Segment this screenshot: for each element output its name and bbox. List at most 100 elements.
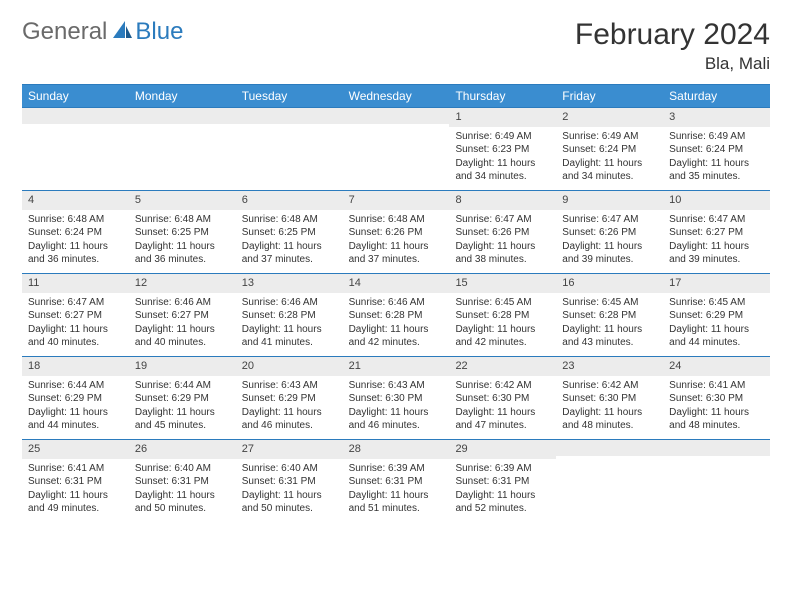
day-line: and 42 minutes. [455,336,550,350]
day-line: Daylight: 11 hours [135,489,230,503]
calendar-day: 29Sunrise: 6:39 AMSunset: 6:31 PMDayligh… [449,440,556,522]
day-line: Sunrise: 6:45 AM [455,296,550,310]
day-line: Sunset: 6:25 PM [242,226,337,240]
day-line: and 42 minutes. [349,336,444,350]
calendar-body: 1Sunrise: 6:49 AMSunset: 6:23 PMDaylight… [22,107,770,522]
day-line: and 39 minutes. [669,253,764,267]
day-details: Sunrise: 6:49 AMSunset: 6:24 PMDaylight:… [556,127,663,189]
day-line: Sunset: 6:31 PM [135,475,230,489]
calendar-header-row: Sunday Monday Tuesday Wednesday Thursday… [22,85,770,107]
calendar: Sunday Monday Tuesday Wednesday Thursday… [22,84,770,522]
day-line: Daylight: 11 hours [562,240,657,254]
day-line: Daylight: 11 hours [562,406,657,420]
day-line: Sunset: 6:29 PM [242,392,337,406]
day-details: Sunrise: 6:44 AMSunset: 6:29 PMDaylight:… [129,376,236,438]
day-line: Sunrise: 6:43 AM [242,379,337,393]
day-details: Sunrise: 6:47 AMSunset: 6:27 PMDaylight:… [22,293,129,355]
day-details: Sunrise: 6:41 AMSunset: 6:31 PMDaylight:… [22,459,129,521]
day-number: 24 [663,357,770,376]
calendar-day: 22Sunrise: 6:42 AMSunset: 6:30 PMDayligh… [449,357,556,439]
col-head: Sunday [22,85,129,107]
day-line: Daylight: 11 hours [562,157,657,171]
day-details [663,456,770,464]
day-details: Sunrise: 6:47 AMSunset: 6:27 PMDaylight:… [663,210,770,272]
day-details: Sunrise: 6:48 AMSunset: 6:25 PMDaylight:… [129,210,236,272]
day-details: Sunrise: 6:46 AMSunset: 6:27 PMDaylight:… [129,293,236,355]
sail-icon [111,20,133,45]
day-line: Sunset: 6:30 PM [349,392,444,406]
day-line: Sunset: 6:30 PM [562,392,657,406]
day-number [236,108,343,124]
day-line: Sunrise: 6:45 AM [669,296,764,310]
day-number: 15 [449,274,556,293]
day-line: and 37 minutes. [349,253,444,267]
day-details: Sunrise: 6:46 AMSunset: 6:28 PMDaylight:… [236,293,343,355]
day-line: Daylight: 11 hours [455,489,550,503]
day-line: Daylight: 11 hours [669,406,764,420]
col-head: Monday [129,85,236,107]
day-line: Sunset: 6:26 PM [349,226,444,240]
day-line: and 43 minutes. [562,336,657,350]
day-line: Sunset: 6:29 PM [669,309,764,323]
day-line: Sunrise: 6:49 AM [455,130,550,144]
logo-word-general: General [22,18,107,46]
day-details: Sunrise: 6:48 AMSunset: 6:25 PMDaylight:… [236,210,343,272]
calendar-day: 24Sunrise: 6:41 AMSunset: 6:30 PMDayligh… [663,357,770,439]
day-line: and 45 minutes. [135,419,230,433]
day-number: 2 [556,108,663,127]
day-number [22,108,129,124]
day-line: Sunrise: 6:44 AM [135,379,230,393]
day-line: Daylight: 11 hours [242,323,337,337]
day-line: and 35 minutes. [669,170,764,184]
day-details [129,124,236,132]
day-line: Daylight: 11 hours [28,240,123,254]
calendar-day: 20Sunrise: 6:43 AMSunset: 6:29 PMDayligh… [236,357,343,439]
day-line: Sunrise: 6:40 AM [242,462,337,476]
day-line: Daylight: 11 hours [455,406,550,420]
calendar-day [129,108,236,190]
calendar-day: 25Sunrise: 6:41 AMSunset: 6:31 PMDayligh… [22,440,129,522]
day-details: Sunrise: 6:47 AMSunset: 6:26 PMDaylight:… [556,210,663,272]
day-line: Sunset: 6:30 PM [455,392,550,406]
day-line: Sunrise: 6:40 AM [135,462,230,476]
day-details: Sunrise: 6:44 AMSunset: 6:29 PMDaylight:… [22,376,129,438]
day-line: Sunset: 6:24 PM [669,143,764,157]
day-line: Sunrise: 6:48 AM [242,213,337,227]
calendar-day: 6Sunrise: 6:48 AMSunset: 6:25 PMDaylight… [236,191,343,273]
day-line: Daylight: 11 hours [669,323,764,337]
day-line: Sunrise: 6:46 AM [135,296,230,310]
calendar-day [22,108,129,190]
page-title: February 2024 [575,18,770,52]
day-details: Sunrise: 6:48 AMSunset: 6:24 PMDaylight:… [22,210,129,272]
day-number: 5 [129,191,236,210]
day-number: 26 [129,440,236,459]
day-line: and 34 minutes. [455,170,550,184]
header: General Blue February 2024 Bla, Mali [22,18,770,74]
day-line: Daylight: 11 hours [349,323,444,337]
day-number: 16 [556,274,663,293]
day-number: 7 [343,191,450,210]
day-line: Sunrise: 6:39 AM [349,462,444,476]
day-details: Sunrise: 6:43 AMSunset: 6:29 PMDaylight:… [236,376,343,438]
day-details: Sunrise: 6:42 AMSunset: 6:30 PMDaylight:… [449,376,556,438]
day-line: and 34 minutes. [562,170,657,184]
day-line: Daylight: 11 hours [455,240,550,254]
logo-word-blue: Blue [135,18,183,46]
day-details: Sunrise: 6:40 AMSunset: 6:31 PMDaylight:… [236,459,343,521]
day-line: and 44 minutes. [669,336,764,350]
day-line: Sunset: 6:27 PM [28,309,123,323]
day-line: Daylight: 11 hours [135,323,230,337]
day-number: 23 [556,357,663,376]
calendar-day: 14Sunrise: 6:46 AMSunset: 6:28 PMDayligh… [343,274,450,356]
col-head: Saturday [663,85,770,107]
day-line: Daylight: 11 hours [562,323,657,337]
day-line: and 48 minutes. [562,419,657,433]
calendar-day: 18Sunrise: 6:44 AMSunset: 6:29 PMDayligh… [22,357,129,439]
calendar-day: 1Sunrise: 6:49 AMSunset: 6:23 PMDaylight… [449,108,556,190]
day-number: 22 [449,357,556,376]
day-number [129,108,236,124]
calendar-day: 15Sunrise: 6:45 AMSunset: 6:28 PMDayligh… [449,274,556,356]
day-line: Sunrise: 6:49 AM [669,130,764,144]
calendar-day [556,440,663,522]
calendar-day: 13Sunrise: 6:46 AMSunset: 6:28 PMDayligh… [236,274,343,356]
